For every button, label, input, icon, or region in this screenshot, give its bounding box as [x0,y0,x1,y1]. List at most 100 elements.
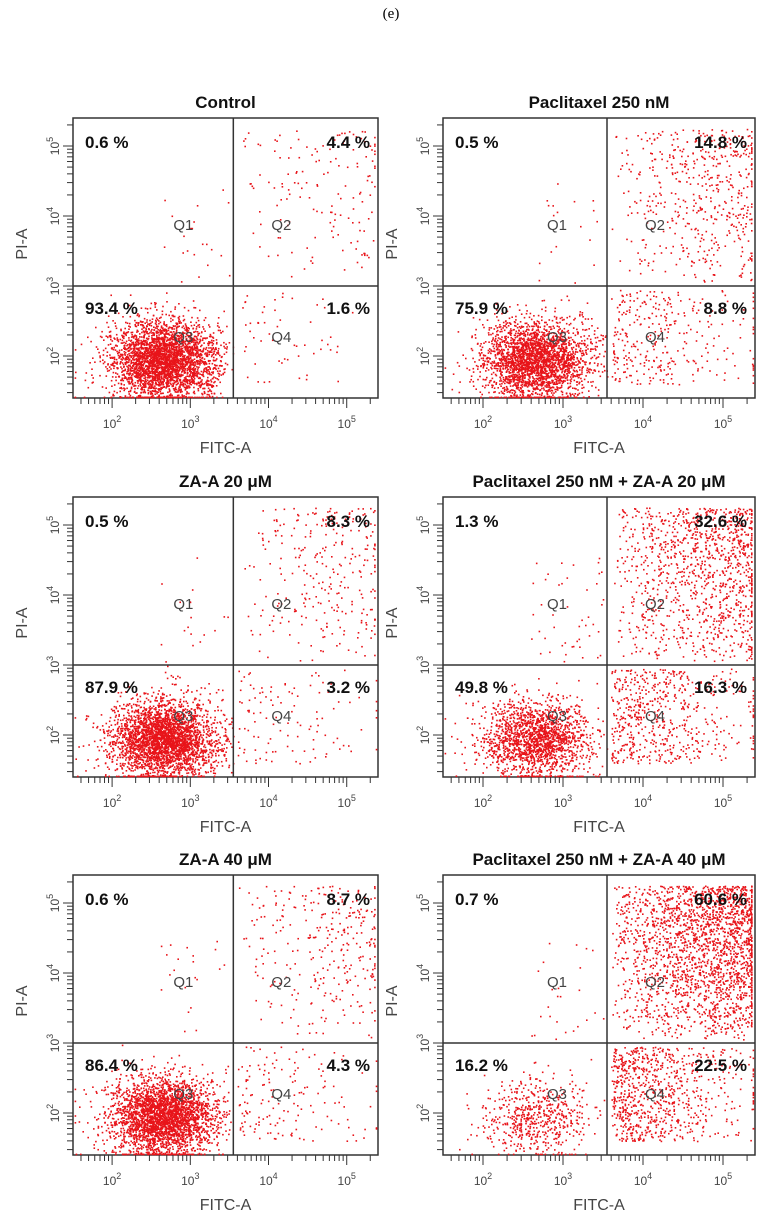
data-point [113,390,116,393]
data-point [188,392,190,395]
data-point [151,352,154,355]
data-point [169,344,172,347]
data-point [522,393,524,396]
data-point [259,144,262,147]
data-point [143,361,146,364]
data-point [136,366,138,369]
data-point [161,310,164,313]
data-point [147,392,150,395]
data-point [178,348,180,351]
data-point [167,343,169,346]
data-point [215,368,217,371]
data-point [552,386,555,389]
data-point [109,354,111,356]
data-point [174,363,177,365]
data-point [510,339,512,342]
data-point [176,366,178,368]
data-point [138,322,140,324]
data-point [172,385,174,387]
data-point [115,376,117,378]
data-point [168,390,171,393]
tick-exponent: 2 [116,414,121,424]
data-point [602,335,604,337]
data-point [172,369,175,371]
data-point [133,375,136,378]
data-point [144,391,147,394]
data-point [210,381,213,383]
data-point [177,317,180,319]
data-point [513,378,516,381]
data-point [561,319,564,321]
data-point [175,362,177,364]
data-point [128,393,130,395]
data-point [530,339,533,341]
data-point [374,136,376,139]
data-point [163,354,165,356]
data-point [539,348,542,351]
data-point [336,351,338,354]
data-point [187,334,190,337]
data-point [166,362,168,364]
data-point [210,385,213,388]
data-point [146,379,149,382]
data-point [371,149,373,151]
data-point [499,351,501,353]
data-point [146,331,148,333]
data-point [142,330,145,332]
data-point [173,328,175,330]
data-point [128,349,131,352]
data-point [524,370,527,373]
data-point [164,345,167,347]
data-point [143,363,145,365]
data-point [561,347,563,350]
data-point [175,322,177,324]
data-point [126,372,128,375]
data-point [182,315,185,317]
data-point [499,349,502,352]
data-point [140,385,142,387]
data-point [144,330,146,333]
data-point [179,343,182,345]
data-point [374,150,376,153]
data-point [152,334,154,336]
data-point [131,341,133,344]
data-point [197,324,199,327]
data-point [162,344,165,346]
data-point [97,348,99,350]
data-point [556,388,558,391]
data-point [488,334,490,336]
data-point [206,243,208,246]
data-point [537,314,540,317]
data-point [115,327,118,330]
data-point [152,353,155,356]
data-point [154,365,156,368]
data-point [481,393,483,396]
data-point [177,361,180,364]
data-point [507,348,509,351]
data-point [182,325,185,327]
data-point [162,366,164,369]
data-point [137,371,139,374]
data-point [190,321,192,323]
data-point [206,396,209,399]
data-point [198,354,200,356]
data-point [146,341,148,343]
data-point [532,387,535,389]
data-point [543,371,546,374]
data-point [141,364,143,366]
data-point [551,364,554,366]
data-point [507,336,509,339]
data-point [509,333,511,336]
data-point [329,148,331,151]
data-point [206,384,208,387]
data-point [164,373,166,375]
data-point [129,369,132,372]
data-point [157,372,160,374]
data-point [141,396,144,399]
data-point [488,341,490,343]
data-point [193,392,196,395]
data-point [570,353,572,355]
data-point [124,375,126,378]
data-point [153,329,156,331]
data-point [173,353,175,355]
